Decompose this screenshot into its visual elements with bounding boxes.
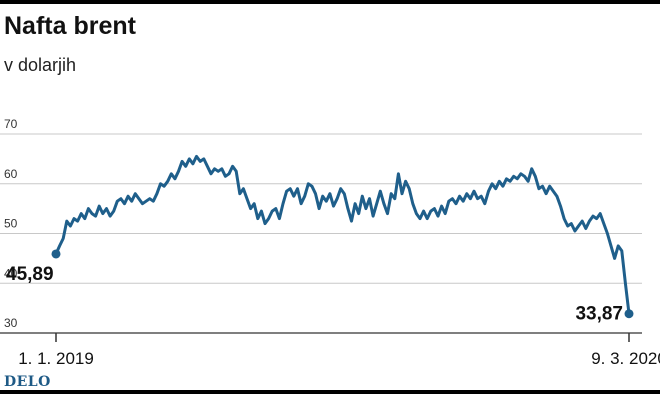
end-point-marker (624, 309, 634, 319)
bottom-rule (0, 390, 660, 394)
start-point-marker (51, 249, 61, 259)
y-tick-label-40: 40 (4, 266, 18, 280)
end-value-label: 33,87 (575, 304, 623, 325)
y-tick-label-30: 30 (4, 316, 18, 330)
x-tick-label-1: 9. 3. 2020 (591, 349, 660, 368)
y-tick-label-70: 70 (4, 117, 18, 131)
x-tick-label-0: 1. 1. 2019 (18, 349, 94, 368)
top-rule (0, 0, 660, 4)
delo-logo: DELO (4, 374, 51, 390)
chart-subtitle: v dolarjih (4, 55, 77, 75)
start-value-label: 45,89 (6, 264, 54, 285)
chart-title: Nafta brent (4, 12, 136, 40)
series-line (54, 154, 631, 316)
y-tick-label-50: 50 (4, 217, 18, 231)
y-tick-label-60: 60 (4, 167, 18, 181)
